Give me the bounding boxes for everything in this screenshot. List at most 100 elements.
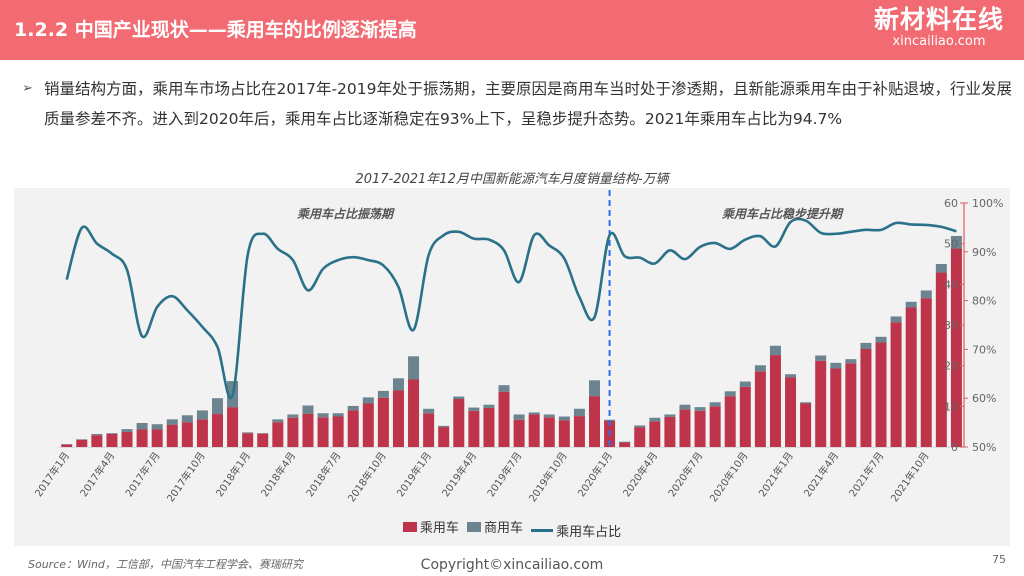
bar-commercial (634, 425, 646, 428)
bar-passenger (317, 417, 329, 447)
bar-commercial (845, 359, 857, 364)
bar-commercial (212, 398, 223, 415)
legend-label: 商用车 (483, 521, 523, 536)
bar-passenger (302, 413, 314, 447)
bar-commercial (573, 408, 585, 417)
bar-commercial (121, 429, 133, 432)
right-tick-label: 90% (972, 246, 996, 259)
summary-text: 销量结构方面，乘用车市场占比在2017年-2019年处于振荡期，主要原因是商用车… (44, 80, 1012, 128)
bar-passenger (785, 377, 797, 447)
bar-passenger (845, 363, 857, 447)
bar-commercial (408, 356, 420, 380)
bar-passenger (634, 427, 646, 447)
bar-passenger (483, 407, 495, 447)
bar-commercial (317, 413, 329, 418)
bar-passenger (558, 420, 570, 447)
bar-commercial (800, 402, 812, 404)
bar-commercial (543, 414, 555, 418)
bar-commercial (619, 441, 631, 443)
left-tick-label: 60 (944, 197, 958, 210)
legend-swatch (466, 521, 481, 532)
bar-commercial (935, 264, 947, 273)
bar-passenger (664, 416, 676, 447)
bar-passenger (619, 442, 631, 447)
bar-commercial (950, 235, 962, 249)
period-annotation: 乘用车占比稳步提升期 (722, 207, 844, 221)
logo-cn: 新材料在线 (873, 5, 1004, 34)
bar-commercial (242, 432, 254, 434)
bar-commercial (785, 374, 797, 378)
bar-commercial (860, 342, 872, 349)
bar-commercial (513, 414, 525, 420)
brand-logo: 新材料在线 xincailiao.com (874, 6, 1004, 50)
bar-passenger (61, 444, 73, 447)
bar-passenger (739, 386, 751, 447)
bar-commercial (890, 316, 902, 323)
bar-commercial (181, 415, 193, 423)
right-tick-label: 80% (972, 295, 996, 308)
bar-passenger (453, 399, 465, 447)
bar-commercial (302, 405, 314, 414)
bar-commercial (528, 412, 540, 415)
bar-commercial (377, 390, 389, 398)
x-tick-label: 2018年1月 (213, 449, 253, 499)
bar-commercial (468, 407, 480, 411)
bar-passenger (121, 431, 133, 447)
bar-passenger (272, 422, 284, 447)
bar-passenger (347, 410, 359, 447)
bar-commercial (287, 414, 299, 418)
bar-passenger (709, 406, 721, 447)
x-tick-label: 2021年7月 (846, 449, 886, 499)
bar-passenger (196, 419, 208, 447)
left-tick-label: 30 (944, 319, 958, 332)
legend-item-ratio: 乘用车占比 (531, 521, 621, 540)
x-tick-label: 2017年7月 (122, 449, 162, 499)
bar-passenger (151, 429, 163, 447)
x-tick-label: 2019年10月 (526, 449, 570, 504)
chart-title: 2017-2021年12月中国新能源汽车月度销量结构-万辆 (355, 172, 669, 187)
bar-passenger (362, 403, 374, 447)
bar-passenger (528, 414, 540, 447)
chart-legend: 乘用车 商用车 乘用车占比 (0, 517, 1024, 540)
bar-commercial (589, 380, 600, 397)
bar-commercial (272, 419, 284, 423)
bar-passenger (679, 409, 691, 447)
bar-commercial (664, 414, 676, 417)
bar-commercial (438, 425, 450, 428)
x-tick-label: 2019年7月 (484, 449, 524, 499)
bar-commercial (347, 405, 359, 411)
bar-passenger (694, 410, 706, 447)
bar-passenger (920, 298, 932, 447)
legend-swatch (402, 521, 417, 532)
bar-commercial (649, 417, 661, 422)
bar-commercial (724, 391, 736, 397)
x-tick-label: 2020年4月 (620, 449, 660, 499)
period-annotation: 乘用车占比振荡期 (297, 207, 395, 221)
logo-en: xincailiao.com (892, 34, 986, 49)
legend-swatch (531, 528, 554, 532)
copyright: Copyright©xincailiao.com (420, 557, 604, 573)
bar-commercial (483, 404, 495, 408)
bar-passenger (724, 396, 736, 447)
x-tick-label: 2018年4月 (258, 449, 298, 499)
bar-passenger (332, 416, 344, 447)
x-tick-label: 2019年4月 (439, 449, 479, 499)
bar-commercial (196, 410, 208, 420)
bar-passenger (438, 427, 450, 447)
x-tick-label: 2020年7月 (665, 449, 705, 499)
bar-passenger (106, 433, 118, 447)
bar-passenger (905, 307, 917, 447)
bar-passenger (950, 248, 962, 447)
bar-passenger (423, 413, 435, 447)
bar-commercial (709, 402, 721, 407)
bar-commercial (151, 424, 163, 430)
bar-commercial (679, 404, 691, 410)
x-tick-label: 2017年1月 (32, 449, 72, 499)
bar-commercial (166, 419, 178, 425)
bar-commercial (498, 385, 510, 392)
bar-passenger (136, 429, 148, 447)
right-tick-label: 50% (972, 441, 996, 454)
legend-label: 乘用车占比 (556, 524, 622, 540)
left-tick-label: 10 (944, 400, 958, 413)
bar-commercial (453, 396, 465, 400)
